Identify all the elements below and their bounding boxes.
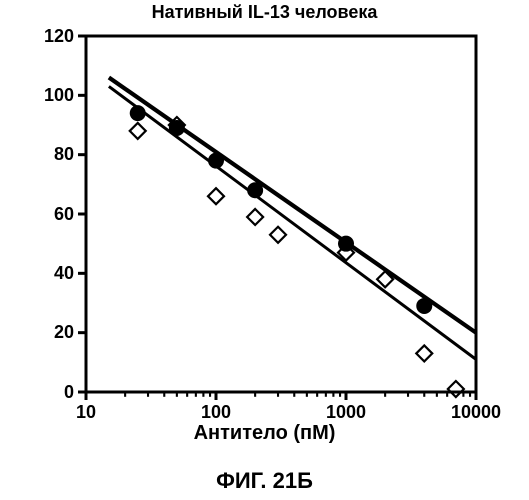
y-tick-label: 40	[54, 263, 74, 284]
y-tick-label: 80	[54, 144, 74, 165]
x-axis-label: Антитело (пМ)	[0, 422, 529, 445]
y-tick-label: 0	[64, 382, 74, 403]
y-tick-label: 100	[44, 85, 74, 106]
series-circle-point	[416, 298, 432, 314]
series-diamond-point	[208, 188, 224, 204]
figure-label: ФИГ. 21Б	[0, 468, 529, 494]
series-circle-point	[130, 105, 146, 121]
series-diamond-point	[416, 345, 432, 361]
y-tick-label: 20	[54, 322, 74, 343]
x-tick-label: 10000	[446, 402, 506, 423]
x-tick-label: 1000	[316, 402, 376, 423]
series-diamond-fit-line	[109, 86, 476, 359]
series-diamond-point	[247, 209, 263, 225]
series-diamond-point	[270, 227, 286, 243]
x-tick-label: 100	[186, 402, 246, 423]
series-diamond-point	[130, 123, 146, 139]
y-tick-label: 60	[54, 204, 74, 225]
x-tick-label: 10	[56, 402, 116, 423]
series-circle-point	[169, 120, 185, 136]
series-circle-fit-line	[109, 78, 476, 333]
series-circle-point	[247, 182, 263, 198]
series-diamond-point	[448, 381, 464, 397]
series-circle-point	[208, 153, 224, 169]
series-circle-point	[338, 236, 354, 252]
y-tick-label: 120	[44, 26, 74, 47]
